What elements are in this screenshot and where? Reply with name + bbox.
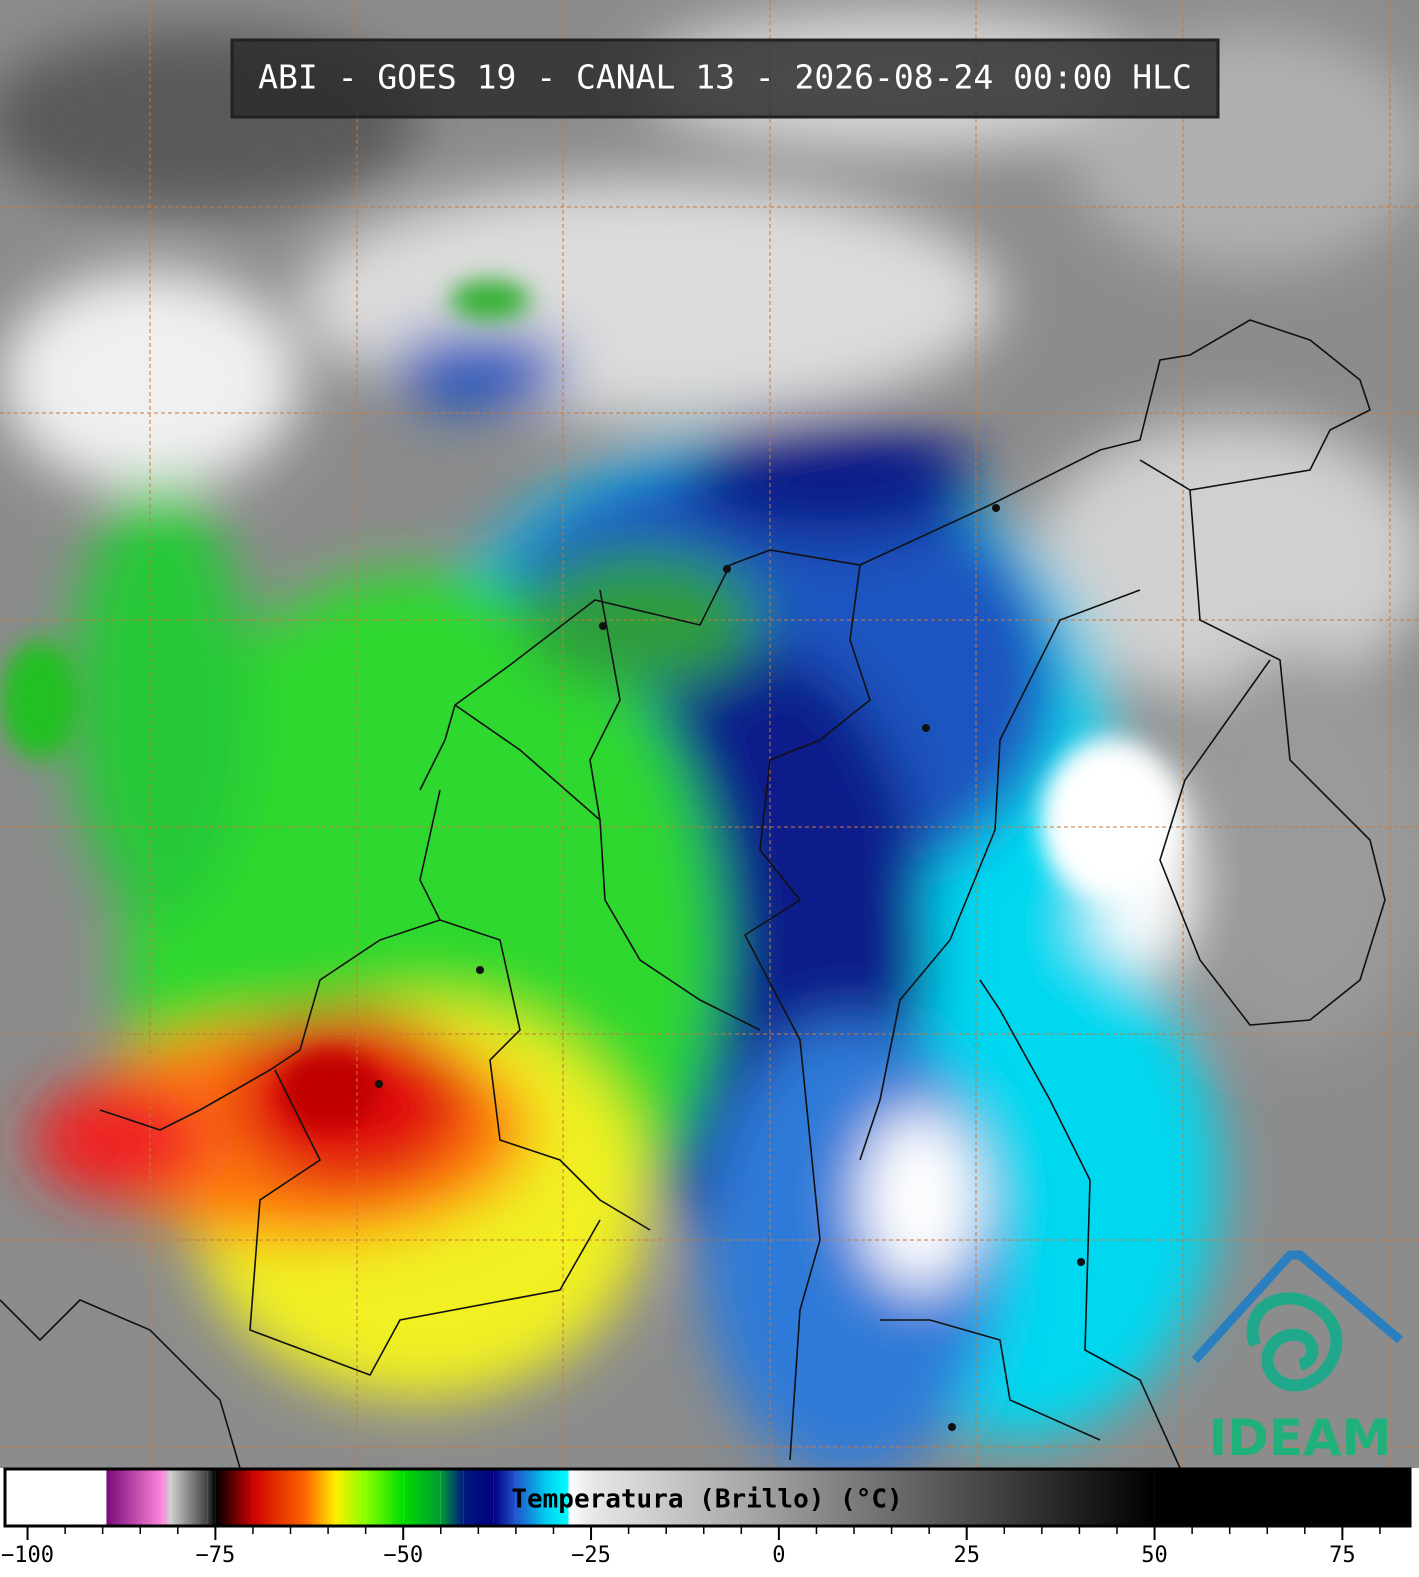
map: IDEAM ABI - GOES 19 - CANAL 13 - 2026-08… <box>0 0 1419 1468</box>
colorbar-segment <box>106 1469 163 1526</box>
colorbar-segment <box>463 1469 494 1526</box>
cloud-detail <box>0 280 1180 1130</box>
colorbar-segment <box>170 1469 208 1526</box>
colorbar-segment <box>365 1469 404 1526</box>
x-tick-label: −25 <box>571 1543 611 1568</box>
borders <box>0 319 1386 1468</box>
colorbar-segment <box>515 1469 546 1526</box>
colorbar-segment <box>568 1469 592 1526</box>
title: ABI - GOES 19 - CANAL 13 - 2026-08-24 00… <box>258 58 1192 97</box>
colorbar-segment <box>305 1469 336 1526</box>
colorbar-segment <box>335 1469 366 1526</box>
x-tick-label: 25 <box>953 1543 980 1568</box>
cities <box>375 504 1085 1431</box>
colorbar-segment <box>215 1469 253 1526</box>
colorbar-segment <box>5 1469 107 1526</box>
colorbar-segment <box>207 1469 216 1526</box>
logo-spiral <box>1246 1292 1343 1392</box>
title-box <box>230 38 1220 119</box>
x-tick-label: −50 <box>383 1543 423 1568</box>
colorbar-segment <box>162 1469 171 1526</box>
colorbar-segment <box>403 1469 441 1526</box>
colorbar-segment <box>252 1469 306 1526</box>
x-tick-label: 0 <box>772 1543 785 1568</box>
colorbar-segment <box>493 1469 516 1526</box>
colorbar-segment <box>591 1469 1155 1526</box>
x-tick-label: −75 <box>195 1543 235 1568</box>
colorbar <box>5 1469 1410 1526</box>
colorbar-segment <box>545 1469 569 1526</box>
x-tick-label: −100 <box>1 1543 54 1568</box>
x-tick-label: 75 <box>1329 1543 1356 1568</box>
colorbar-frame <box>3 1467 1412 1528</box>
logo-text: IDEAM <box>1209 1409 1392 1467</box>
colorbar-label: Temperatura (Brillo) (°C) <box>511 1485 902 1515</box>
lat-lon-grid <box>0 0 1419 1468</box>
colorbar-segment <box>1154 1469 1410 1526</box>
logo-roof <box>1191 1250 1403 1364</box>
x-tick-label: 50 <box>1141 1543 1168 1568</box>
logo: IDEAM <box>1191 1250 1403 1467</box>
colorbar-segment <box>440 1469 464 1526</box>
